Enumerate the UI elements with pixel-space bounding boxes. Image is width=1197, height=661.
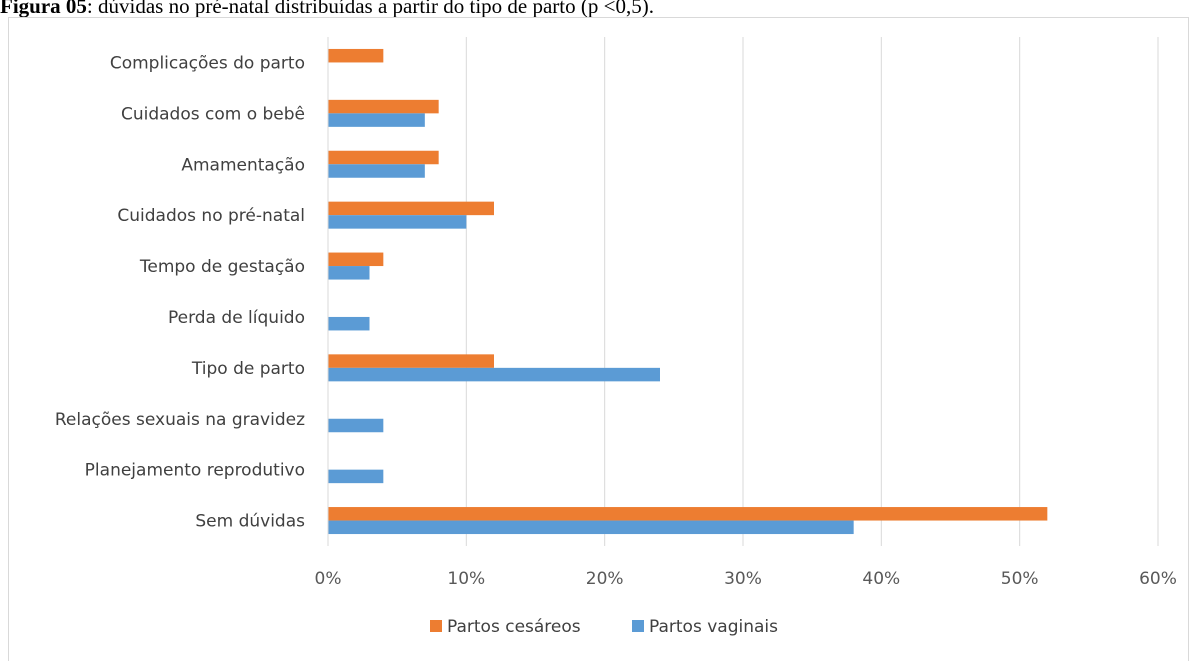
category-label: Cuidados no pré-natal (117, 206, 305, 226)
figure-caption: Figura 05: dúvidas no pré-natal distribu… (0, 0, 1197, 21)
bar-vaginais (328, 215, 467, 229)
bar-vaginais (328, 164, 425, 178)
bar-vaginais (328, 418, 384, 433)
category-label: Amamentação (181, 155, 305, 175)
bar-cesareos (328, 354, 494, 368)
category-label: Complicações do parto (110, 53, 305, 73)
bar-cesareos (328, 150, 439, 165)
bar-cesareos (328, 201, 494, 216)
x-tick-label: 30% (724, 569, 762, 589)
x-tick-label: 40% (862, 569, 900, 589)
bar-vaginais (328, 520, 854, 535)
x-tick-label: 60% (1139, 569, 1177, 589)
bar-cesareos (328, 99, 439, 114)
bar-vaginais (328, 316, 370, 331)
caption-text: : dúvidas no pré-natal distribuídas a pa… (86, 0, 654, 18)
x-tick-label: 50% (1001, 569, 1039, 589)
category-label: Planejamento reprodutivo (85, 461, 305, 481)
bar-vaginais (328, 469, 384, 484)
x-tick-label: 20% (586, 569, 624, 589)
category-label: Relações sexuais na gravidez (55, 410, 305, 430)
category-label: Cuidados com o bebê (121, 104, 305, 124)
legend-label: Partos vaginais (649, 617, 778, 637)
x-tick-label: 10% (447, 569, 485, 589)
caption-label: Figura 05 (0, 0, 87, 18)
x-tick-label: 0% (315, 569, 342, 589)
category-label: Sem dúvidas (195, 512, 305, 532)
category-label: Tempo de gestação (139, 257, 305, 277)
category-label: Perda de líquido (168, 308, 305, 328)
bar-vaginais (328, 113, 425, 127)
bar-vaginais (328, 367, 660, 382)
legend-swatch (430, 620, 442, 632)
bar-cesareos (328, 507, 1048, 521)
bar-vaginais (328, 266, 370, 280)
category-label: Tipo de parto (191, 359, 305, 379)
legend-swatch (632, 620, 644, 632)
legend-label: Partos cesáreos (447, 617, 581, 637)
bar-cesareos (328, 252, 384, 267)
bar-cesareos (328, 48, 384, 63)
chart-frame (8, 17, 1189, 661)
